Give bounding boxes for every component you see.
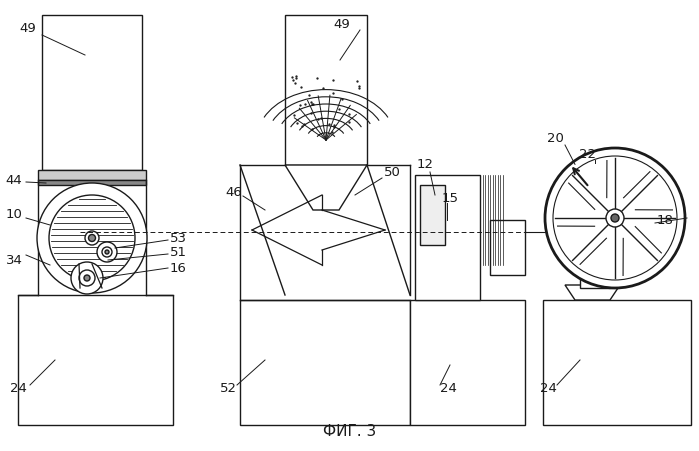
Circle shape: [85, 231, 99, 245]
Text: 51: 51: [169, 245, 187, 258]
Bar: [38, 170, 146, 180]
Circle shape: [79, 270, 95, 286]
Text: 24: 24: [540, 382, 556, 395]
Text: 44: 44: [6, 174, 22, 187]
Circle shape: [611, 214, 619, 222]
Text: 24: 24: [440, 382, 456, 395]
Polygon shape: [565, 285, 620, 300]
Bar: [240, 300, 410, 425]
Text: 10: 10: [6, 208, 22, 221]
Circle shape: [84, 275, 90, 281]
Text: 22: 22: [579, 148, 596, 161]
Text: 50: 50: [384, 166, 401, 179]
Bar: [587, 188, 598, 194]
Bar: [543, 300, 691, 425]
Text: 53: 53: [169, 231, 187, 244]
Circle shape: [545, 148, 685, 288]
Bar: [38, 180, 146, 185]
Circle shape: [97, 242, 117, 262]
Bar: [410, 300, 525, 425]
Bar: [415, 175, 480, 300]
Bar: [490, 220, 525, 275]
Circle shape: [606, 209, 624, 227]
Text: 24: 24: [10, 382, 27, 395]
Polygon shape: [285, 165, 367, 210]
Text: 52: 52: [219, 382, 236, 395]
Text: 16: 16: [170, 262, 187, 275]
Text: 20: 20: [547, 132, 563, 144]
Text: 34: 34: [6, 253, 22, 267]
Bar: [580, 270, 610, 288]
Bar: [42, 15, 142, 170]
Circle shape: [37, 183, 147, 293]
Bar: [420, 185, 445, 245]
Text: 12: 12: [417, 158, 433, 171]
Text: ФИГ. 3: ФИГ. 3: [324, 424, 377, 440]
Circle shape: [71, 262, 103, 294]
Circle shape: [553, 156, 677, 280]
Circle shape: [105, 250, 109, 254]
Circle shape: [102, 247, 112, 257]
Text: 18: 18: [656, 213, 673, 226]
Text: 46: 46: [226, 185, 243, 198]
Circle shape: [49, 195, 135, 281]
Text: 15: 15: [442, 192, 459, 204]
Text: 49: 49: [20, 22, 36, 34]
Text: 49: 49: [333, 18, 350, 31]
Bar: [18, 295, 173, 425]
Circle shape: [89, 235, 96, 241]
Bar: [285, 15, 367, 165]
